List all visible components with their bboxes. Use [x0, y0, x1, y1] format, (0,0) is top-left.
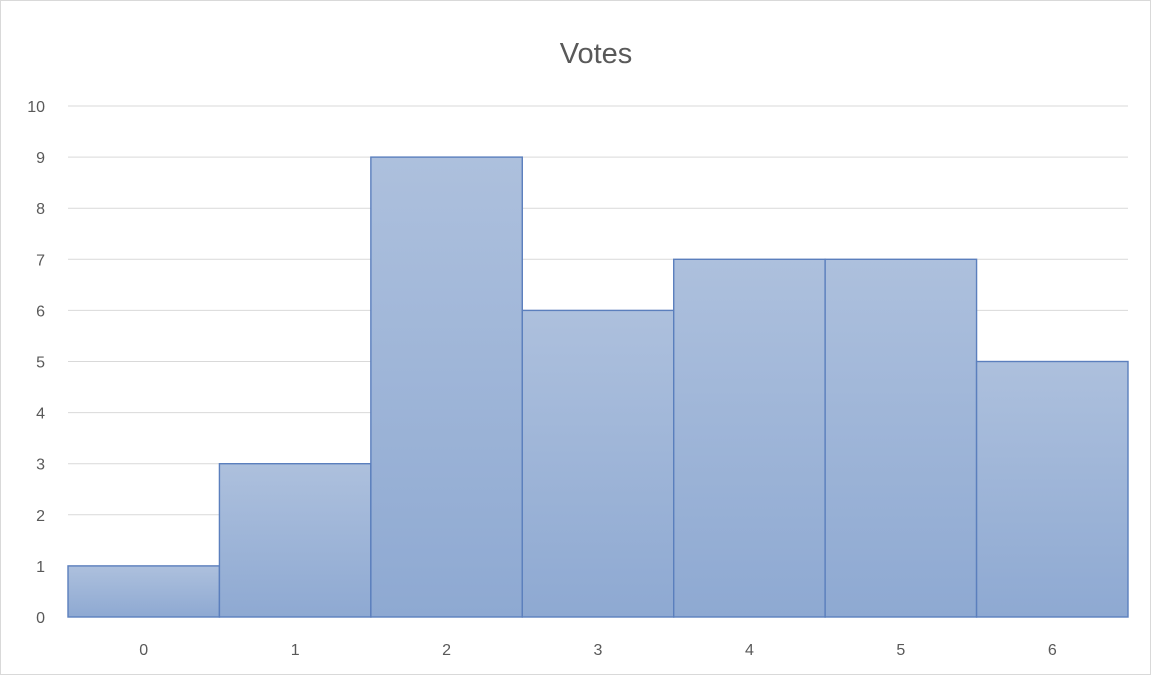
bar-1	[218, 463, 372, 618]
bar-6	[975, 360, 1129, 618]
bar-5	[824, 258, 978, 618]
x-tick-label-2: 2	[442, 642, 451, 659]
bar-2	[370, 156, 523, 618]
y-tick-label-7: 7	[36, 252, 45, 269]
x-tick-label-4: 4	[745, 642, 754, 659]
x-tick-label-0: 0	[139, 642, 148, 659]
y-tick-label-9: 9	[36, 150, 45, 167]
x-axis-tick-labels: 0 1 2 3 4 5 6	[139, 642, 1057, 659]
y-tick-label-10: 10	[27, 99, 45, 116]
x-tick-label-1: 1	[291, 642, 300, 659]
y-axis-tick-labels: 0 1 2 3 4 5 6 7 8 9 10	[27, 99, 45, 627]
y-tick-label-1: 1	[36, 559, 45, 576]
bar-0	[67, 565, 221, 618]
y-tick-label-4: 4	[36, 406, 45, 423]
x-tick-label-3: 3	[594, 642, 603, 659]
y-tick-label-5: 5	[36, 355, 45, 372]
bar-3	[521, 309, 675, 618]
x-tick-label-5: 5	[896, 642, 905, 659]
x-tick-label-6: 6	[1048, 642, 1057, 659]
y-tick-label-2: 2	[36, 508, 45, 525]
y-tick-label-8: 8	[36, 201, 45, 218]
chart-title: Votes	[560, 38, 633, 70]
bar-4	[673, 258, 826, 618]
y-tick-label-3: 3	[36, 457, 45, 474]
bars	[67, 156, 1129, 618]
y-tick-label-0: 0	[36, 610, 45, 627]
y-tick-label-6: 6	[36, 303, 45, 320]
